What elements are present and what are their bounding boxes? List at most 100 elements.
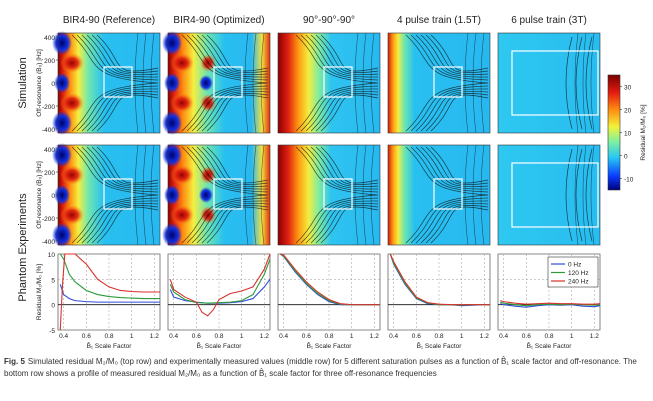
contour-line [244, 32, 249, 134]
x-tick-label: 0.8 [214, 333, 223, 340]
roi-box [213, 178, 243, 210]
contour-line [590, 32, 595, 134]
heatmap-panel [162, 143, 271, 247]
x-tick-label: 0.4 [59, 333, 68, 340]
profile-panel [387, 253, 491, 331]
contour-line [575, 148, 583, 242]
contour-line [405, 34, 489, 132]
x-tick-label: 0.8 [104, 333, 113, 340]
contour-line [362, 32, 367, 134]
heatmap-spot [60, 165, 84, 185]
contour-line [425, 34, 489, 132]
contour-line [260, 32, 265, 134]
legend-entry: 240 Hz [568, 279, 589, 286]
x-tick-label: 1 [460, 333, 464, 340]
contour-line [480, 144, 485, 246]
contour-line [590, 144, 595, 246]
y-tick-label: 0 [51, 193, 55, 200]
contour-line [206, 146, 269, 244]
heatmap-spot [52, 223, 72, 247]
profile-panel [167, 253, 271, 331]
contour-line [244, 144, 249, 246]
heatmap-spot [170, 93, 194, 113]
series-line [59, 284, 160, 303]
heatmap-spot [162, 31, 182, 55]
heatmap-panel [497, 32, 601, 134]
contour-line [370, 144, 375, 246]
contour-line [315, 146, 379, 244]
y-axis-label: Residual M₂/M₀ [%] [36, 264, 43, 320]
y-tick-label: 0 [51, 81, 55, 88]
heatmap-panel [162, 31, 271, 135]
x-tick-label: 1 [350, 333, 354, 340]
contour-line [574, 32, 579, 134]
caption-label: Fig. 5 [4, 357, 25, 366]
column-title: 90°-90°-90° [303, 15, 355, 26]
x-tick-label: 0.4 [389, 333, 398, 340]
contour-line [430, 34, 489, 132]
contour-line [96, 34, 159, 132]
series-line [59, 253, 160, 300]
x-tick-label: 1.2 [590, 333, 599, 340]
profile-panel [277, 253, 381, 331]
heatmap-spot [52, 143, 72, 167]
contour-line [295, 146, 379, 244]
y-tick-label: 400 [44, 35, 55, 42]
contour-line [354, 144, 359, 246]
x-axis-label: B̂₁ Scale Factor [197, 342, 243, 350]
series-line [169, 253, 271, 317]
contour-line [252, 144, 257, 246]
contour-line [150, 144, 155, 246]
contour-line [574, 144, 579, 246]
contour-line [585, 36, 593, 130]
contour-line [71, 34, 159, 132]
x-axis-label: B̂₁ Scale Factor [417, 342, 463, 350]
series-line [59, 253, 160, 331]
heatmap-spot [162, 223, 182, 247]
heatmap-panel [277, 32, 381, 134]
column-title: 4 pulse train (1.5T) [397, 15, 481, 26]
heatmap-spot [199, 187, 213, 203]
roi-box [213, 66, 243, 98]
x-tick-label: 1.2 [480, 333, 489, 340]
contour-line [472, 32, 477, 134]
contour-line [181, 34, 269, 132]
heatmap-panel [52, 31, 161, 135]
figure-caption: Fig. 5 Simulated residual M₂/M₀ (top row)… [4, 356, 644, 380]
contour-line [370, 32, 375, 134]
roi-box [323, 178, 353, 210]
series-line [280, 253, 380, 306]
y-tick-label: 10 [48, 252, 56, 259]
y-tick-label: 200 [44, 58, 55, 65]
contour-line [320, 34, 379, 132]
contour-line [201, 146, 269, 244]
heatmap-spot [162, 111, 182, 135]
roi-box [103, 66, 133, 98]
x-tick-label: 0.6 [522, 333, 531, 340]
y-axis-label: Off-resonance (B₀) [Hz] [36, 161, 43, 229]
heatmap-panel [387, 144, 491, 246]
y-tick-label: 200 [44, 170, 55, 177]
contour-line [134, 32, 139, 134]
contour-line [425, 146, 489, 244]
panel-frame [497, 32, 601, 134]
x-tick-label: 0.6 [82, 333, 91, 340]
panel-frame [387, 32, 491, 134]
contour-line [582, 144, 587, 246]
contour-line [480, 32, 485, 134]
heatmap-panel [52, 143, 161, 247]
x-tick-label: 0.6 [412, 333, 421, 340]
heatmap-spot [52, 31, 72, 55]
contour-line [585, 148, 593, 242]
heatmap-spot [60, 93, 84, 113]
heatmap-spot [164, 73, 180, 93]
x-tick-label: 1.2 [260, 333, 269, 340]
contour-line [575, 36, 583, 130]
x-axis-label: B̂₁ Scale Factor [87, 342, 133, 350]
contour-line [260, 144, 265, 246]
contour-line [150, 32, 155, 134]
y-tick-label: -400 [42, 127, 55, 134]
roi-box [433, 178, 463, 210]
heatmap-spot [170, 53, 194, 73]
contour-line [295, 34, 379, 132]
